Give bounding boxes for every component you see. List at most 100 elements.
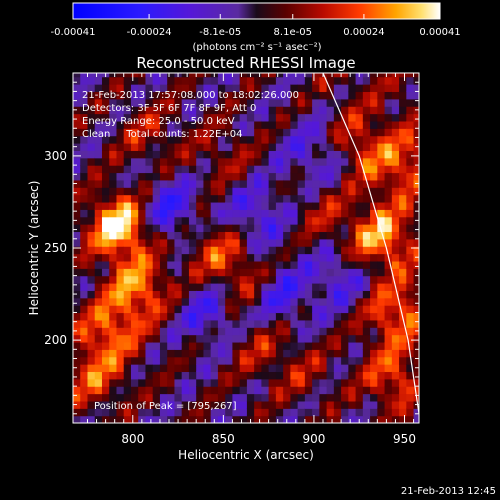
heatmap-cell (341, 371, 349, 380)
heatmap-cell (159, 113, 168, 122)
heatmap-cell (225, 415, 234, 423)
heatmap-cell (225, 194, 234, 203)
heatmap-cell (210, 238, 219, 247)
heatmap-cell (370, 172, 378, 181)
heatmap-cell (80, 275, 89, 284)
heatmap-cell (167, 73, 176, 78)
heatmap-cell (326, 415, 335, 423)
heatmap-cell (319, 165, 328, 174)
heatmap-cell (217, 305, 226, 314)
heatmap-cell (413, 415, 419, 423)
heatmap-cell (159, 378, 168, 387)
heatmap-cell (341, 275, 349, 284)
heatmap-cell (391, 268, 400, 277)
heatmap-cell (109, 172, 118, 181)
heatmap-cell (297, 201, 306, 210)
heatmap-cell (254, 157, 262, 166)
heatmap-cell (138, 209, 147, 218)
heatmap-cell (261, 275, 270, 284)
heatmap-cell (174, 135, 183, 144)
heatmap-cell (254, 349, 262, 358)
heatmap-cell (399, 179, 407, 188)
heatmap-cell (297, 120, 306, 129)
heatmap-cell (362, 290, 371, 299)
heatmap-cell (196, 165, 205, 174)
heatmap-cell (377, 231, 386, 240)
heatmap-cell (246, 231, 255, 240)
heatmap-cell (167, 283, 176, 291)
heatmap-cell (384, 408, 393, 417)
heatmap-cell (370, 400, 378, 409)
heatmap-cell (406, 283, 415, 291)
heatmap-cell (399, 106, 407, 115)
heatmap-cell (145, 312, 154, 321)
heatmap-cell (239, 201, 248, 210)
heatmap-cell (355, 341, 364, 350)
heatmap-cell (232, 194, 241, 203)
heatmap-cell (333, 194, 342, 203)
heatmap-cell (290, 290, 299, 299)
heatmap-cell (341, 393, 349, 402)
heatmap-cell (370, 135, 378, 144)
heatmap-cell (319, 238, 328, 247)
heatmap-cell (391, 386, 400, 395)
heatmap-cell (297, 135, 306, 144)
heatmap-cell (391, 209, 400, 218)
heatmap-cell (196, 143, 205, 151)
heatmap-cell (87, 290, 96, 299)
heatmap-cell (384, 268, 393, 277)
heatmap-cell (290, 73, 299, 78)
heatmap-cell (188, 157, 197, 166)
heatmap-cell (254, 364, 262, 373)
heatmap-cell (73, 415, 81, 423)
heatmap-cell (413, 224, 419, 233)
heatmap-cell (109, 113, 118, 122)
heatmap-cell (304, 283, 313, 291)
heatmap-cell (217, 120, 226, 129)
heatmap-cell (181, 179, 190, 188)
heatmap-cell (109, 408, 118, 417)
heatmap-cell (246, 356, 255, 365)
heatmap-cell (225, 268, 234, 277)
heatmap-cell (355, 165, 364, 174)
heatmap-cell (268, 400, 277, 409)
heatmap-cell (297, 246, 306, 255)
heatmap-cell (297, 371, 306, 380)
heatmap-cell (94, 150, 103, 159)
heatmap-cell (304, 157, 313, 166)
heatmap-cell (94, 91, 103, 100)
heatmap-cell (109, 231, 118, 240)
heatmap-cell (101, 113, 110, 122)
heatmap-cell (399, 393, 407, 402)
heatmap-cell (123, 260, 132, 269)
heatmap-cell (181, 283, 190, 291)
heatmap-cell (406, 408, 415, 417)
heatmap-cell (268, 238, 277, 247)
heatmap-cell (181, 135, 190, 144)
heatmap-cell (101, 224, 110, 233)
heatmap-cell (167, 334, 176, 343)
heatmap-cell (370, 378, 378, 387)
heatmap-cell (145, 349, 154, 358)
heatmap-cell (254, 283, 262, 291)
heatmap-cell (370, 283, 378, 291)
heatmap-cell (87, 297, 96, 306)
heatmap-cell (167, 84, 176, 93)
heatmap-cell (406, 290, 415, 299)
x-tick-label: 900 (302, 432, 325, 446)
heatmap-cell (87, 356, 96, 365)
heatmap-cell (283, 305, 291, 314)
heatmap-cell (355, 128, 364, 137)
heatmap-cell (283, 246, 291, 255)
heatmap-cell (145, 327, 154, 336)
heatmap-cell (268, 187, 277, 196)
heatmap-cell (152, 378, 161, 387)
heatmap-cell (130, 187, 139, 196)
heatmap-cell (116, 275, 125, 284)
heatmap-cell (196, 334, 205, 343)
heatmap-cell (152, 283, 161, 291)
heatmap-cell (261, 386, 270, 395)
heatmap-cell (319, 91, 328, 100)
heatmap-cell (275, 305, 284, 314)
heatmap-cell (232, 84, 241, 93)
